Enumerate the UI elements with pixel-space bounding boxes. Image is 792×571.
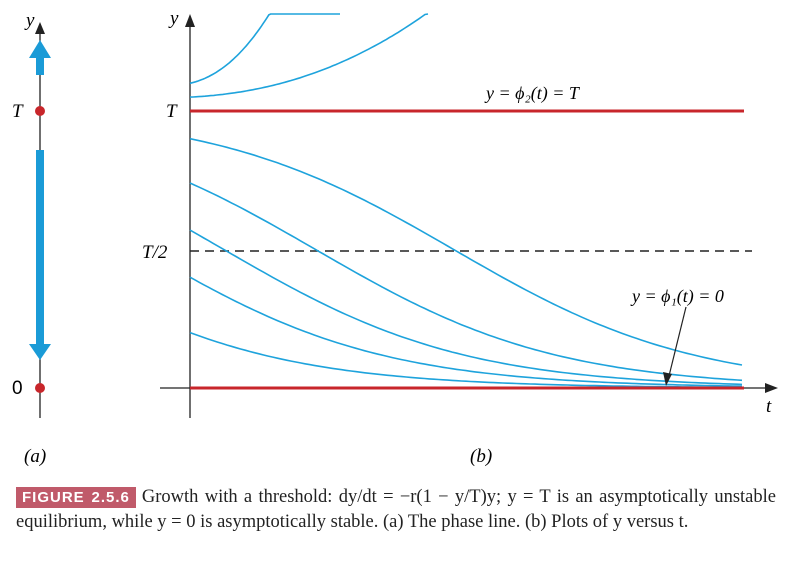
phase-axis-label: y: [24, 10, 35, 31]
x-axis-arrowhead: [765, 383, 778, 393]
flow-arrow-down-head: [29, 344, 51, 360]
panel-b-sublabel: (b): [470, 446, 492, 467]
solution-curve-below-3: [189, 229, 743, 386]
solution-curve-below-5: [189, 331, 742, 389]
tick-label-T-half: T/2: [142, 242, 168, 263]
solution-curve-above-2: [189, 13, 429, 98]
caption-text: Growth with a threshold: dy/dt = −r(1 − …: [16, 487, 776, 532]
tick-label-T: T: [166, 101, 178, 122]
label-phi1: y = ϕ₁(t) = 0: [630, 286, 724, 307]
flow-arrow-down-shaft: [36, 150, 44, 348]
solution-curves: [189, 13, 743, 389]
phase-label-0: 0: [12, 378, 23, 399]
solution-curve-below-1: [189, 137, 743, 366]
plot-panel: y t T T/2 y = ϕ₂(t) = T y = ϕ₁(t) = 0 (b…: [142, 8, 778, 467]
solution-curve-below-4: [189, 276, 743, 387]
equilibrium-dot-0: [35, 383, 45, 393]
figure-svg: y T 0 (a) y t T T/2 y = ϕ₂(t) = T y: [12, 8, 778, 467]
phase-axis-arrowhead: [35, 22, 45, 34]
equilibrium-dot-T: [35, 106, 45, 116]
x-axis-label: t: [766, 396, 772, 417]
caption-tag: FIGURE 2.5.6: [16, 487, 136, 508]
solution-curve-above-1: [189, 13, 340, 85]
solution-curve-below-2: [189, 182, 743, 382]
flow-arrow-up-head: [29, 40, 51, 58]
phase-label-T: T: [12, 101, 24, 122]
y-axis-arrowhead: [185, 14, 195, 27]
phase-line-panel: y T 0 (a): [12, 10, 51, 467]
figure-caption: FIGURE 2.5.6 Growth with a threshold: dy/…: [16, 485, 776, 534]
panel-a-sublabel: (a): [24, 446, 46, 467]
y-axis-label: y: [168, 8, 179, 29]
label-phi2: y = ϕ₂(t) = T: [484, 83, 581, 104]
flow-arrow-up-shaft: [36, 56, 44, 75]
phi1-pointer-head: [663, 372, 672, 386]
phi1-pointer-line: [667, 306, 687, 381]
